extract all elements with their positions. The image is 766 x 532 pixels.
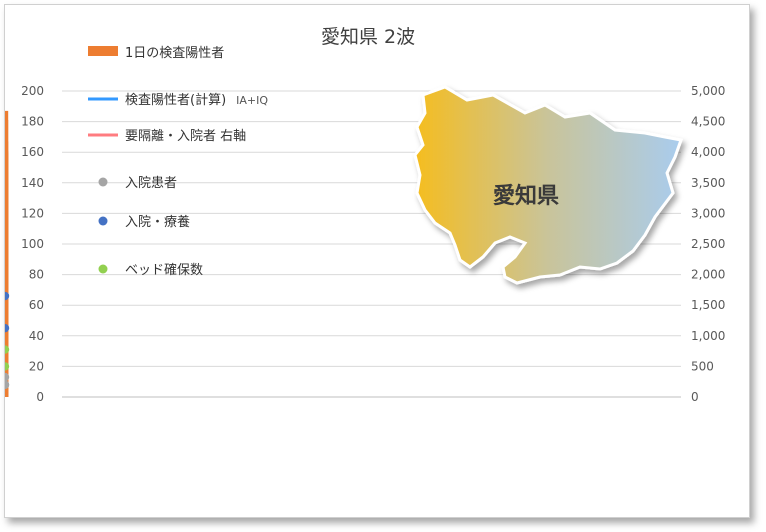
bed-capacity-point	[5, 362, 10, 371]
chart-svg: 愛知県 0 20 40 60 80 100 120 140 160 180 200 0 500 1,00…	[5, 5, 725, 404]
y-right-tick-label: 5,000	[691, 84, 725, 98]
y-left-tick-label: 100	[21, 237, 44, 251]
legend-label: 検査陽性者(計算)	[125, 92, 226, 108]
hosp-care-point	[5, 323, 10, 333]
y-right-tick-label: 1,500	[691, 298, 725, 312]
legend-swatch-marker	[98, 177, 108, 187]
bed-capacity-point	[5, 345, 10, 354]
daily-positive-bars	[5, 110, 9, 397]
legend-label: 1日の検査陽性者	[125, 46, 224, 61]
legend-swatch-marker	[98, 264, 108, 274]
legend-label: 入院・療養	[125, 214, 190, 230]
y-axis-right: 0 500 1,000 1,500 2,000 2,500 3,000 3,500 4,000 4…	[691, 84, 725, 404]
map-label: 愛知県	[493, 183, 559, 209]
aichi-map-icon: 愛知県	[413, 85, 683, 285]
y-right-tick-label: 4,500	[691, 115, 725, 129]
y-left-tick-label: 20	[29, 359, 44, 373]
hospitalized-point	[5, 372, 10, 382]
y-right-tick-label: 0	[691, 390, 699, 404]
legend-swatch-marker	[98, 216, 108, 226]
y-left-tick-label: 40	[29, 329, 44, 343]
y-right-tick-label: 3,000	[691, 206, 725, 220]
legend-label: ベッド確保数	[125, 262, 203, 278]
y-right-tick-label: 2,500	[691, 237, 725, 251]
legend-label: 入院患者	[125, 176, 177, 191]
scatter-points	[5, 291, 10, 389]
y-right-tick-label: 1,000	[691, 329, 725, 343]
legend-swatch-bar	[88, 46, 118, 56]
y-left-tick-label: 180	[21, 115, 44, 129]
y-left-tick-label: 160	[21, 145, 44, 159]
y-left-tick-label: 0	[36, 390, 44, 404]
legend-label: 要隔離・入院者 右軸	[125, 129, 246, 144]
y-left-tick-label: 120	[21, 206, 44, 220]
legend-sublabel: IA+IQ	[236, 94, 268, 107]
y-right-tick-label: 2,000	[691, 268, 725, 282]
y-axis-left: 0 20 40 60 80 100 120 140 160 180 200	[21, 84, 44, 404]
y-left-tick-label: 60	[29, 298, 44, 312]
hosp-care-point	[5, 291, 10, 301]
y-right-tick-label: 4,000	[691, 145, 725, 159]
chart-frame: 愛知県 0 20 40 60 80 100 120 140 160 180 200 0 500 1,00…	[4, 4, 750, 518]
chart-title: 愛知県 2波	[321, 26, 415, 48]
x-axis: 2020/7/12020/7/82020/7/152020/7/222020/7…	[62, 396, 681, 398]
y-left-tick-label: 80	[29, 268, 44, 282]
hospitalized-point	[5, 380, 10, 389]
y-left-tick-label: 200	[21, 84, 44, 98]
y-left-tick-label: 140	[21, 176, 44, 190]
y-right-tick-label: 3,500	[691, 176, 725, 190]
y-right-tick-label: 500	[691, 359, 714, 373]
